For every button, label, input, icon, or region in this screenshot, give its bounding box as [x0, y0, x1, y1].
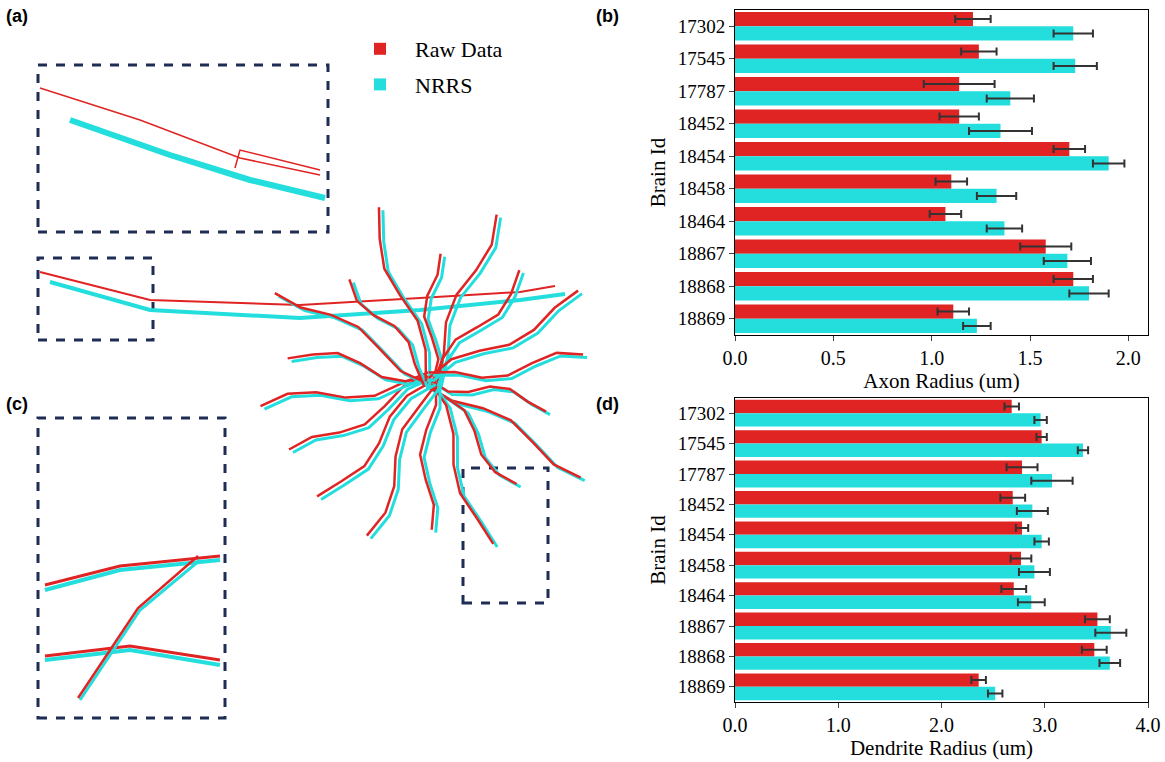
svg-text:18869: 18869 — [678, 676, 726, 697]
svg-text:18869: 18869 — [678, 308, 726, 329]
svg-text:(a): (a) — [6, 6, 28, 26]
svg-text:1.5: 1.5 — [1018, 347, 1043, 369]
svg-text:Brain Id: Brain Id — [646, 515, 670, 585]
svg-text:0.0: 0.0 — [723, 347, 748, 369]
svg-text:18464: 18464 — [678, 585, 726, 606]
svg-text:18867: 18867 — [678, 243, 726, 264]
svg-text:17302: 17302 — [678, 403, 726, 424]
svg-text:17787: 17787 — [678, 81, 726, 102]
svg-text:18458: 18458 — [678, 178, 726, 199]
svg-text:(c): (c) — [6, 394, 28, 414]
svg-text:NRRS: NRRS — [415, 73, 472, 98]
svg-text:Axon Radius (um): Axon Radius (um) — [863, 369, 1019, 393]
svg-text:17787: 17787 — [678, 464, 726, 485]
svg-text:Brain Id: Brain Id — [646, 137, 670, 207]
svg-text:(d): (d) — [596, 394, 619, 414]
svg-text:1.0: 1.0 — [826, 714, 851, 736]
svg-text:18464: 18464 — [678, 211, 726, 232]
svg-text:1.0: 1.0 — [919, 347, 944, 369]
svg-text:0.0: 0.0 — [723, 714, 748, 736]
svg-text:18867: 18867 — [678, 616, 726, 637]
svg-text:18454: 18454 — [678, 146, 726, 167]
svg-text:18452: 18452 — [678, 113, 726, 134]
svg-text:17545: 17545 — [678, 433, 726, 454]
svg-text:2.0: 2.0 — [929, 714, 954, 736]
svg-text:18868: 18868 — [678, 646, 726, 667]
svg-text:17302: 17302 — [678, 16, 726, 37]
svg-text:18454: 18454 — [678, 524, 726, 545]
svg-text:18868: 18868 — [678, 276, 726, 297]
svg-text:2.0: 2.0 — [1116, 347, 1141, 369]
svg-text:Raw Data: Raw Data — [415, 37, 503, 62]
svg-text:Dendrite Radius (um): Dendrite Radius (um) — [850, 736, 1033, 760]
svg-text:17545: 17545 — [678, 48, 726, 69]
svg-text:18458: 18458 — [678, 555, 726, 576]
svg-text:18452: 18452 — [678, 494, 726, 515]
svg-text:(b): (b) — [596, 6, 619, 26]
svg-text:3.0: 3.0 — [1032, 714, 1057, 736]
svg-text:4.0: 4.0 — [1136, 714, 1161, 736]
svg-text:0.5: 0.5 — [821, 347, 846, 369]
